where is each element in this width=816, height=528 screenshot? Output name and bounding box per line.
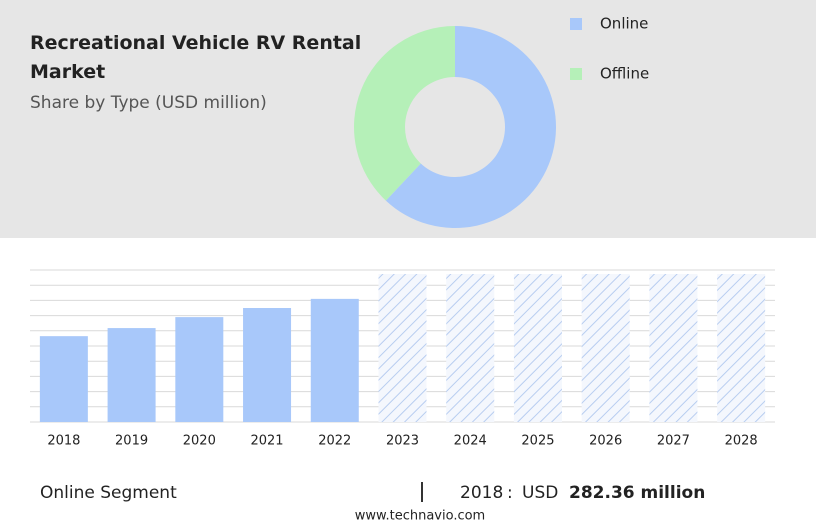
forecast-bar xyxy=(717,274,766,422)
legend-swatch xyxy=(570,68,582,80)
donut-slice xyxy=(385,26,557,228)
x-tick-label: 2021 xyxy=(250,434,283,449)
forecast-bar xyxy=(446,274,495,422)
bar xyxy=(175,317,224,422)
footer-value: 282.36 million xyxy=(569,483,705,503)
x-tick-label: 2023 xyxy=(386,434,419,449)
donut-slice xyxy=(354,25,455,201)
x-tick-label: 2025 xyxy=(521,434,554,449)
title-line: Recreational Vehicle RV Rental xyxy=(30,32,361,54)
bar xyxy=(107,328,156,422)
x-tick-label: 2019 xyxy=(115,434,148,449)
forecast-bar xyxy=(581,274,630,422)
bar xyxy=(243,308,292,422)
website: www.technavio.com xyxy=(355,509,485,524)
legend-swatch xyxy=(570,18,582,30)
footer-colon: : xyxy=(507,483,513,503)
x-tick-label: 2024 xyxy=(454,434,487,449)
chart-subtitle: Share by Type (USD million) xyxy=(30,93,267,113)
x-tick-label: 2020 xyxy=(183,434,216,449)
x-tick-label: 2027 xyxy=(657,434,690,449)
bar xyxy=(310,298,359,422)
footer-year: 2018 xyxy=(460,483,503,503)
legend-label: Online xyxy=(600,15,648,33)
title-line: Market xyxy=(30,61,105,83)
x-tick-label: 2022 xyxy=(318,434,351,449)
legend-label: Offline xyxy=(600,65,649,83)
x-tick-label: 2018 xyxy=(47,434,80,449)
bar xyxy=(39,336,88,422)
forecast-bar xyxy=(378,274,427,422)
segment-label: Online Segment xyxy=(40,483,177,503)
forecast-bar xyxy=(649,274,698,422)
x-tick-label: 2026 xyxy=(589,434,622,449)
chart-title: Recreational Vehicle RV Rental Market xyxy=(30,32,361,83)
x-tick-label: 2028 xyxy=(725,434,758,449)
forecast-bar xyxy=(513,274,562,422)
footer-currency: USD xyxy=(522,483,558,503)
